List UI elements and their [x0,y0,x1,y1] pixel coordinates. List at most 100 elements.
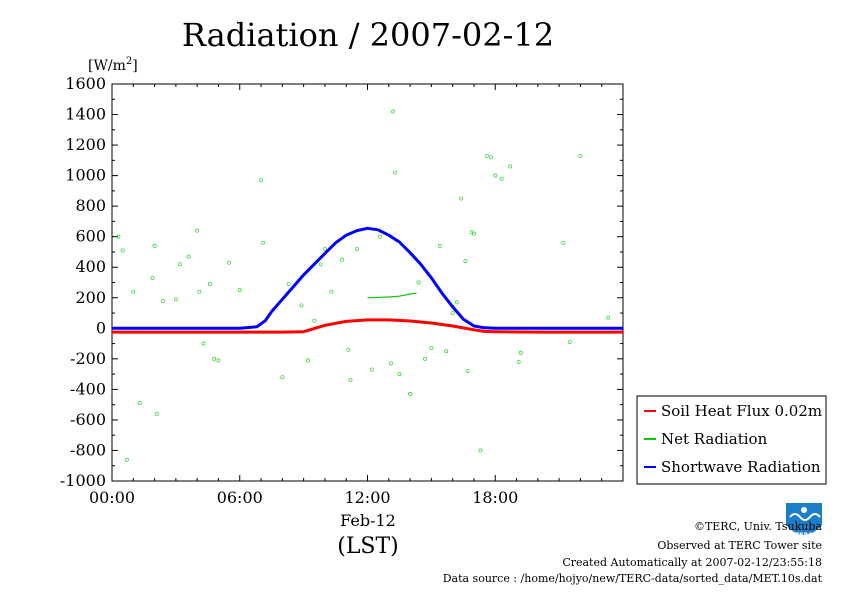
net-radiation-point [369,367,374,372]
net-radiation-point [388,361,393,366]
net-radiation-point [137,401,142,406]
net-radiation-point [186,254,191,259]
net-radiation-point [305,358,310,363]
net-radiation-point [408,392,413,396]
x-tick-label: 12:00 [344,488,390,507]
net-radiation-point [286,282,291,286]
y-tick-label: 1200 [65,135,106,154]
x-tick-label: 06:00 [217,488,263,507]
net-radiation-point [212,356,217,361]
y-tick-label: 1400 [65,105,106,124]
net-radiation-point [444,349,449,354]
net-radiation-point [606,315,611,320]
terc-logo-wave-icon [789,513,821,521]
net-radiation-point [459,196,464,201]
soil-heat-flux-line [112,318,623,334]
credit-created: Created Automatically at 2007-02-12/23:5… [562,556,822,569]
net-radiation-point [416,280,421,285]
y-tick-label: 600 [75,227,106,246]
net-radiation-point [280,375,285,380]
net-radiation-point [391,109,395,114]
terc-logo-drop-icon [801,507,807,513]
net-radiation-point [429,346,434,351]
credit-source: Data source : /home/hojyo/new/TERC-data/… [443,572,823,585]
y-unit-sup: 2 [126,56,132,67]
net-radiation-point [454,300,459,305]
x-axis: 00:00 06:00 12:00 18:00 [89,84,603,507]
chart-title: Radiation / 2007-02-12 [182,16,554,54]
net-radiation-point [237,288,242,293]
legend-label-net: Net Radiation [661,430,768,448]
net-radiation-point [299,303,304,308]
legend-label-shortwave: Shortwave Radiation [661,458,821,476]
x-tick-label: 18:00 [472,488,518,507]
net-radiation-point [348,378,353,383]
net-radiation-point [318,262,323,267]
y-tick-label: -600 [70,410,106,429]
net-radiation-point [450,311,455,315]
net-radiation-point [120,248,125,253]
net-radiation-point [397,372,402,377]
net-radiation-line [367,292,417,299]
x-tick-label: 00:00 [89,488,135,507]
net-radiation-point [423,356,427,361]
net-radiation-point [354,246,359,251]
net-radiation-point [322,246,327,251]
y-axis: -1000 -800 -600 -400 -200 0 200 400 600 800 1000 12… [60,74,623,490]
net-radiation-point [437,243,442,248]
net-radiation-point [201,341,206,346]
legend: Soil Heat Flux 0.02m Net Radiation Short… [636,395,827,485]
net-radiation-point [131,289,136,294]
legend-label-soil: Soil Heat Flux 0.02m [661,402,822,420]
net-radiation-point [516,359,521,364]
net-radiation-point [150,275,155,280]
y-unit-label: [W/m2] [88,56,138,74]
y-tick-label: 1600 [65,74,106,93]
net-radiation-point [152,243,157,248]
y-unit-close: ] [132,58,137,74]
shortwave-radiation-line [112,226,623,330]
net-radiation-point [578,153,583,158]
y-tick-label: 200 [75,288,106,307]
net-radiation-point [124,457,129,462]
net-radiation-point [484,153,489,158]
y-tick-label: 1000 [65,166,106,185]
y-tick-label: -1000 [60,471,106,490]
net-radiation-point [465,369,470,374]
net-radiation-point [518,350,523,355]
net-radiation-point [161,298,166,303]
y-tick-label: -400 [70,379,106,398]
plot-layer [112,109,623,462]
net-radiation-point [508,164,513,169]
y-tick-label: 400 [75,257,106,276]
net-radiation-point [261,240,266,245]
net-radiation-point [227,260,232,265]
y-tick-label: 0 [96,318,106,337]
net-radiation-point [173,297,178,302]
net-radiation-point [463,259,468,264]
net-radiation-point [216,358,221,363]
credit-observed: Observed at TERC Tower site [657,539,822,552]
net-radiation-point [478,448,483,453]
net-radiation-point [195,228,200,233]
net-radiation-point [489,155,493,160]
net-radiation-point [154,411,159,416]
net-radiation-point [329,289,334,294]
y-tick-label: -200 [70,349,106,368]
credit-copyright: ©TERC, Univ. Tsukuba [694,520,822,533]
y-tick-label: -800 [70,440,106,459]
net-radiation-point [561,240,566,245]
net-radiation-point [493,173,498,178]
terc-logo: TERC [786,503,822,539]
net-radiation-point [178,262,183,267]
net-radiation-point [567,340,572,344]
y-tick-label: 800 [75,196,106,215]
net-radiation-point [346,347,351,352]
terc-logo-text: TERC [795,532,813,539]
net-radiation-point [378,234,383,239]
net-radiation-point [340,257,344,262]
x-axis-label: (LST) [337,534,399,559]
net-radiation-point [499,176,504,181]
plot-area [111,83,624,482]
